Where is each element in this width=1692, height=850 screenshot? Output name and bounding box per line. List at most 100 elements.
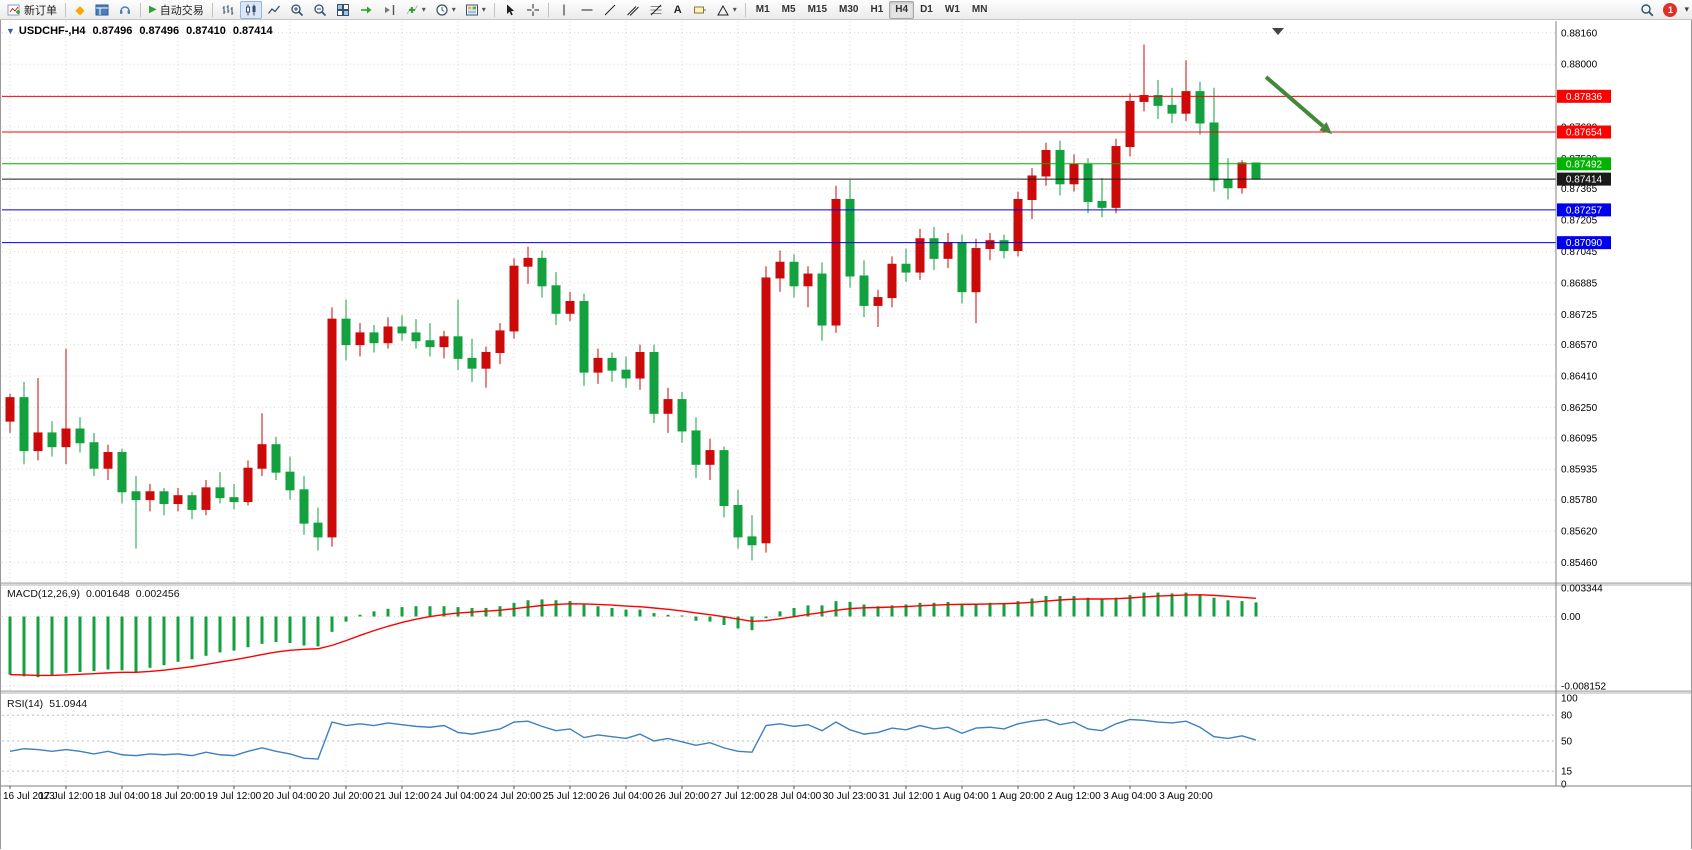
clock-icon	[436, 3, 448, 16]
vertical-line-tool-button[interactable]	[553, 1, 575, 19]
channel-tool-button[interactable]	[622, 1, 644, 19]
candle	[761, 277, 771, 544]
charts-window-button[interactable]	[91, 1, 113, 19]
shapes-tool-button[interactable]: ▾	[712, 1, 741, 19]
text-tool-button[interactable]: A	[668, 1, 688, 19]
timeframe-MN[interactable]: MN	[971, 4, 988, 15]
candle	[1139, 95, 1149, 102]
timeframe-H1[interactable]: H1	[870, 4, 884, 15]
price-axis-label: 0.88000	[1561, 60, 1598, 71]
support-button[interactable]	[114, 1, 136, 19]
cursor-tool-button[interactable]	[499, 1, 521, 19]
candle	[831, 199, 841, 326]
price-badge	[1557, 89, 1611, 103]
candle	[89, 442, 99, 469]
candle	[1237, 162, 1247, 189]
candle	[481, 352, 491, 369]
candle	[943, 242, 953, 259]
zoom-in-icon	[291, 3, 303, 16]
candle	[383, 326, 393, 344]
bar-chart-type-button[interactable]	[217, 1, 239, 19]
periods-button[interactable]: ▾	[431, 1, 460, 19]
tile-windows-button[interactable]	[332, 1, 354, 19]
timeframe-D1[interactable]: D1	[920, 4, 933, 15]
rsi-name: RSI(14)	[7, 698, 44, 710]
time-axis-label: 21 Jul 12:00	[375, 791, 430, 802]
new-order-button[interactable]: 新订单	[3, 1, 61, 19]
macd-axis-label: 0.003344	[1561, 583, 1603, 594]
price-axis-label: 0.85935	[1561, 465, 1598, 476]
auto-scroll-button[interactable]	[355, 1, 377, 19]
candle	[1209, 122, 1219, 181]
candle	[593, 357, 603, 373]
trend-arrow-head[interactable]	[1319, 121, 1332, 134]
candle	[1027, 175, 1037, 200]
timeframe-M5[interactable]: M5	[781, 4, 796, 15]
candle	[215, 487, 225, 499]
quote-high: 0.87496	[139, 25, 180, 37]
candle	[299, 489, 309, 524]
candlestick-icon	[245, 4, 256, 15]
line-chart-type-button[interactable]	[263, 1, 285, 19]
candle	[1251, 162, 1261, 180]
candle	[579, 301, 589, 373]
price-axis-label: 0.87045	[1561, 247, 1598, 258]
candlestick-chart-type-button[interactable]	[239, 0, 262, 19]
timeframe-M15[interactable]: M15	[807, 4, 828, 15]
timeframe-M30[interactable]: M30	[839, 4, 859, 15]
candle	[1181, 91, 1191, 114]
chart-menu-icon[interactable]: ▼	[6, 26, 15, 36]
dropdown-caret-icon: ▾	[451, 4, 456, 14]
price-axis-label: 0.87205	[1561, 216, 1598, 227]
search-icon	[1641, 3, 1654, 16]
toolbar-overflow-icon[interactable]: ▾	[1684, 4, 1689, 14]
timeframe-H4[interactable]: H4	[889, 0, 915, 19]
time-axis-label: 26 Jul 04:00	[599, 791, 654, 802]
timeframe-M1[interactable]: M1	[755, 4, 770, 15]
candle	[103, 452, 113, 469]
rsi-value: 51.0944	[49, 698, 88, 710]
candle	[355, 332, 365, 346]
candle	[131, 491, 141, 501]
candle	[677, 399, 687, 432]
indicators-button[interactable]: ▾	[401, 1, 430, 19]
templates-button[interactable]: ▾	[461, 1, 490, 19]
time-axis-label: 24 Jul 20:00	[487, 791, 542, 802]
crosshair-tool-button[interactable]	[522, 1, 544, 19]
price-badge-label: 0.87414	[1566, 175, 1603, 186]
price-badge-label: 0.87654	[1566, 128, 1603, 139]
vertical-line-icon	[563, 4, 565, 15]
candle	[803, 273, 813, 287]
chart-shift-button[interactable]	[378, 1, 400, 19]
chart-shift-marker[interactable]	[1272, 28, 1284, 35]
zoom-in-button[interactable]	[286, 1, 308, 19]
time-axis-label: 19 Jul 12:00	[207, 791, 262, 802]
candle	[1069, 163, 1079, 185]
toolbar-separator	[211, 2, 213, 17]
trendline-tool-button[interactable]	[599, 1, 621, 19]
notification-badge[interactable]: 1	[1663, 2, 1678, 17]
timeframe-W1[interactable]: W1	[944, 4, 960, 15]
candle	[915, 238, 925, 273]
candle	[5, 397, 15, 422]
metaquotes-button[interactable]: ◆	[70, 1, 90, 19]
fibonacci-tool-button[interactable]	[645, 1, 667, 19]
candle	[747, 536, 757, 546]
candle	[565, 301, 575, 314]
time-axis-label: 25 Jul 12:00	[543, 791, 598, 802]
search-button[interactable]	[1636, 1, 1658, 19]
trend-arrow[interactable]	[1264, 75, 1325, 128]
candle	[859, 275, 869, 306]
candle	[19, 397, 29, 452]
time-axis-label: 26 Jul 20:00	[655, 791, 710, 802]
candle	[845, 199, 855, 277]
horizontal-line-tool-button[interactable]	[576, 1, 598, 19]
zoom-out-button[interactable]	[309, 1, 331, 19]
time-axis-label: 16 Jul 2023	[3, 791, 55, 802]
candle	[61, 428, 71, 448]
price-badge-label: 0.87836	[1566, 92, 1603, 103]
label-tool-button[interactable]	[689, 1, 711, 19]
candle	[341, 318, 351, 346]
chart-canvas[interactable]: 0.881600.880000.878400.876800.875200.873…	[0, 20, 1692, 850]
autotrade-button[interactable]: ▶ 自动交易	[145, 1, 208, 19]
